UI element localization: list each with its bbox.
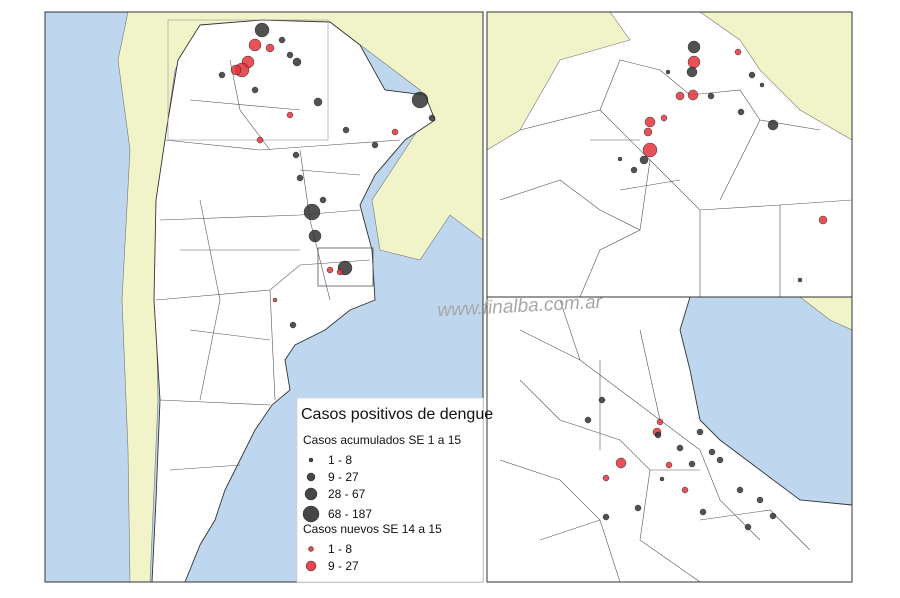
legend-symbol	[308, 546, 314, 552]
cumulative-case-marker	[686, 66, 698, 78]
new-case-marker	[286, 111, 294, 119]
legend: Casos positivos de dengue Casos acumulado…	[296, 397, 493, 583]
cumulative-case-marker	[748, 71, 756, 79]
cumulative-case-marker	[630, 166, 638, 174]
new-case-marker	[643, 127, 653, 137]
legend-symbol	[302, 505, 320, 523]
legend-item-label: 68 - 187	[328, 507, 372, 521]
legend-group-title: Casos nuevos SE 14 a 15	[303, 522, 442, 536]
cumulative-case-marker	[251, 86, 259, 94]
cumulative-case-marker	[769, 512, 777, 520]
new-case-marker	[660, 114, 668, 122]
cumulative-case-marker	[292, 151, 300, 159]
cumulative-case-marker	[218, 71, 226, 79]
cumulative-case-marker	[411, 91, 429, 109]
cumulative-case-marker	[716, 456, 724, 464]
buenos-aires-inset	[487, 297, 852, 582]
new-case-marker	[326, 266, 334, 274]
cumulative-case-marker	[289, 321, 297, 329]
new-case-marker	[644, 116, 656, 128]
cumulative-case-marker	[707, 92, 715, 100]
main-map	[45, 12, 483, 582]
cumulative-case-marker	[659, 476, 665, 482]
cumulative-case-marker	[639, 155, 649, 165]
cumulative-case-marker	[313, 97, 323, 107]
cumulative-case-marker	[688, 460, 696, 468]
cumulative-case-marker	[296, 174, 304, 182]
cumulative-case-marker	[308, 229, 322, 243]
new-case-marker	[265, 43, 275, 53]
new-case-marker	[656, 418, 664, 426]
new-case-marker	[272, 297, 278, 303]
legend-symbol	[306, 472, 316, 482]
new-case-marker	[818, 215, 828, 225]
new-case-marker	[687, 89, 699, 101]
cumulative-case-marker	[254, 22, 270, 38]
new-case-marker	[615, 457, 627, 469]
new-case-marker	[665, 461, 673, 469]
new-case-marker	[675, 91, 685, 101]
cumulative-case-marker	[303, 203, 321, 221]
legend-symbol	[308, 457, 314, 463]
new-case-marker	[336, 268, 344, 276]
north-inset	[487, 12, 852, 297]
cumulative-case-marker	[696, 428, 704, 436]
legend-title: Casos positivos de dengue	[301, 406, 493, 423]
cumulative-case-marker	[699, 508, 707, 516]
cumulative-case-marker	[676, 444, 684, 452]
cumulative-case-marker	[634, 504, 642, 512]
legend-item-label: 1 - 8	[328, 453, 352, 467]
cumulative-case-marker	[756, 496, 764, 504]
cumulative-case-marker	[278, 36, 286, 44]
cumulative-case-marker	[602, 513, 610, 521]
legend-item-label: 9 - 27	[328, 470, 359, 484]
legend-item-label: 28 - 67	[328, 487, 366, 501]
new-case-marker	[230, 64, 242, 76]
cumulative-case-marker	[371, 141, 379, 149]
cumulative-case-marker	[342, 126, 350, 134]
cumulative-case-marker	[598, 396, 606, 404]
legend-symbol	[304, 487, 318, 501]
cumulative-case-marker	[767, 119, 779, 131]
cumulative-case-marker	[759, 82, 765, 88]
cumulative-case-marker	[654, 431, 662, 439]
cumulative-case-marker	[736, 486, 744, 494]
cumulative-case-marker	[319, 196, 327, 204]
case-markers	[218, 22, 828, 531]
cumulative-case-marker	[286, 51, 294, 59]
cumulative-case-marker	[737, 108, 745, 116]
legend-item-label: 9 - 27	[328, 559, 359, 573]
new-case-marker	[391, 128, 399, 136]
cumulative-case-marker	[708, 448, 716, 456]
new-case-marker	[256, 136, 264, 144]
cumulative-case-marker	[584, 416, 592, 424]
legend-item-label: 1 - 8	[328, 542, 352, 556]
legend-symbol	[305, 560, 317, 572]
new-case-marker	[734, 48, 742, 56]
new-case-marker	[642, 142, 658, 158]
new-case-marker	[602, 474, 610, 482]
cumulative-case-marker	[617, 156, 623, 162]
cumulative-case-marker	[665, 69, 671, 75]
new-case-marker	[681, 486, 689, 494]
cumulative-case-marker	[428, 114, 436, 122]
legend-group-title: Casos acumulados SE 1 a 15	[303, 433, 461, 447]
new-case-marker	[687, 55, 701, 69]
cumulative-case-marker	[797, 277, 803, 283]
new-case-marker	[248, 38, 262, 52]
cumulative-case-marker	[744, 523, 752, 531]
cumulative-case-marker	[292, 57, 302, 67]
cumulative-case-marker	[687, 40, 701, 54]
